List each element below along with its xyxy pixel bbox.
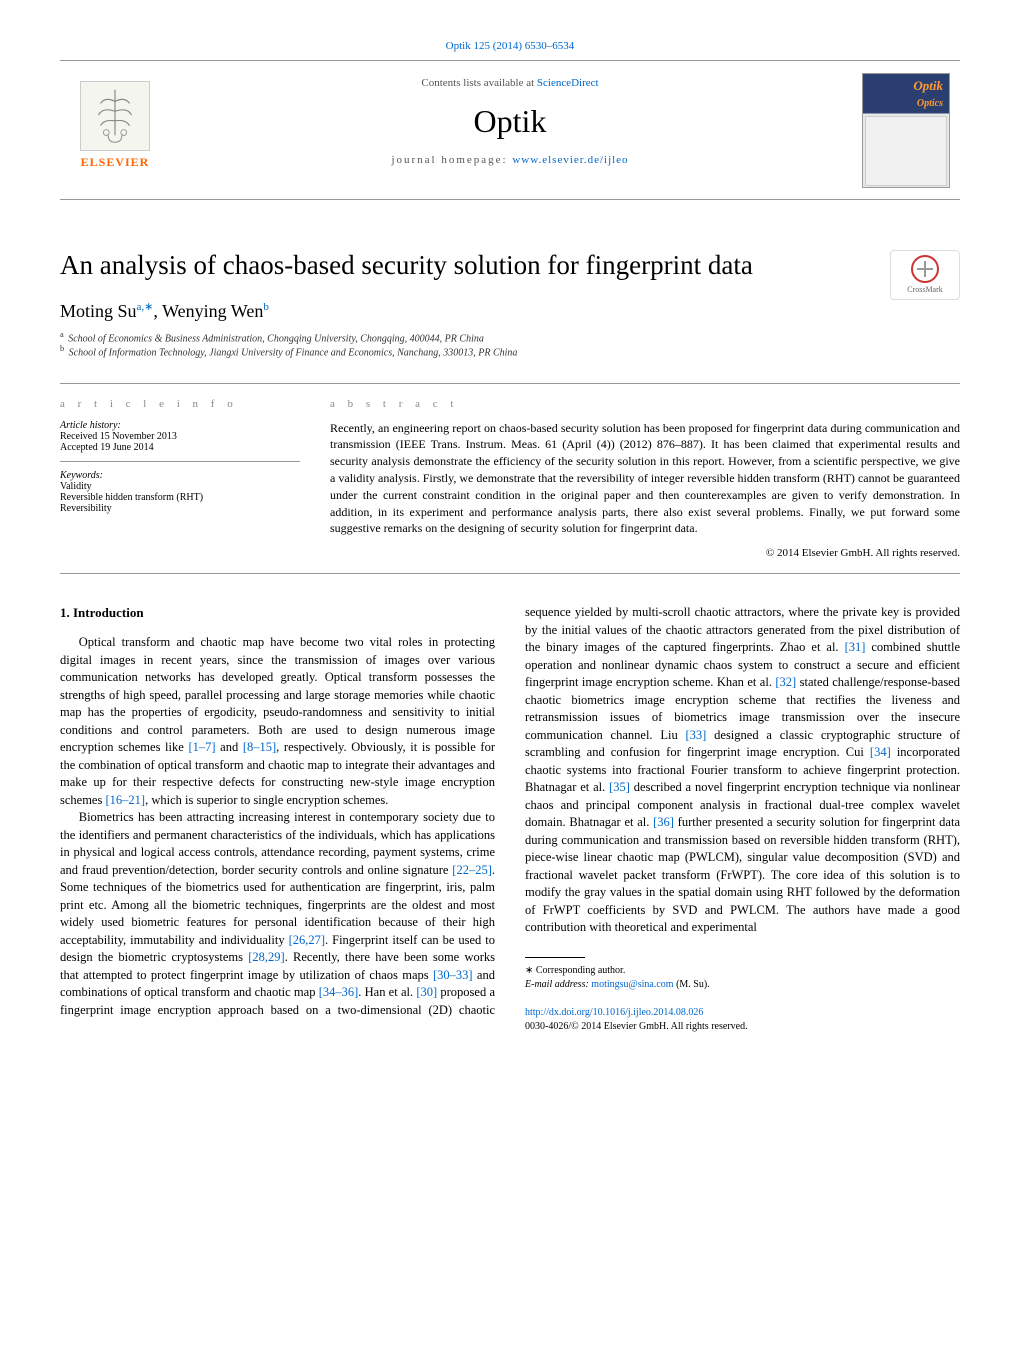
article-info-column: a r t i c l e i n f o Article history: R… bbox=[60, 384, 300, 574]
crossmark-badge[interactable]: CrossMark bbox=[890, 250, 960, 300]
cover-body-placeholder bbox=[865, 116, 947, 186]
ref-link-1-7[interactable]: [1–7] bbox=[188, 740, 215, 754]
ref-link-28-29[interactable]: [28,29] bbox=[248, 950, 284, 964]
author-email-link[interactable]: motingsu@sina.com bbox=[591, 979, 673, 990]
journal-header: ELSEVIER Optik Optics Contents lists ava… bbox=[60, 60, 960, 200]
author-1-affil: a,∗ bbox=[137, 301, 154, 313]
contents-line: Contents lists available at ScienceDirec… bbox=[60, 77, 960, 89]
author-2: Wenying Wen bbox=[162, 301, 263, 321]
crossmark-label: CrossMark bbox=[907, 285, 943, 294]
top-citation: Optik 125 (2014) 6530–6534 bbox=[60, 40, 960, 52]
keyword-2: Reversible hidden transform (RHT) bbox=[60, 492, 300, 503]
cover-title: Optik Optics bbox=[863, 74, 949, 114]
keyword-3: Reversibility bbox=[60, 503, 300, 514]
issn-copyright: 0030-4026/© 2014 Elsevier GmbH. All righ… bbox=[525, 1021, 748, 1032]
ref-link-36[interactable]: [36] bbox=[653, 815, 674, 829]
journal-homepage-link[interactable]: www.elsevier.de/ijleo bbox=[512, 154, 628, 166]
footnote-separator bbox=[525, 957, 585, 958]
ref-link-26-27[interactable]: [26,27] bbox=[289, 933, 325, 947]
ref-link-33[interactable]: [33] bbox=[686, 728, 707, 742]
abstract-column: a b s t r a c t Recently, an engineering… bbox=[330, 384, 960, 574]
journal-cover-thumbnail: Optik Optics bbox=[862, 73, 950, 188]
sciencedirect-link[interactable]: ScienceDirect bbox=[537, 77, 599, 89]
email-line: E-mail address: motingsu@sina.com (M. Su… bbox=[525, 978, 960, 992]
elsevier-logo: ELSEVIER bbox=[70, 81, 160, 181]
affiliation-b: School of Information Technology, Jiangx… bbox=[69, 348, 518, 359]
abstract-text: Recently, an engineering report on chaos… bbox=[330, 420, 960, 538]
section-1-heading: 1. Introduction bbox=[60, 604, 495, 622]
ref-link-16-21[interactable]: [16–21] bbox=[105, 793, 145, 807]
affiliations: a School of Economics & Business Adminis… bbox=[60, 330, 960, 359]
elsevier-wordmark: ELSEVIER bbox=[70, 155, 160, 170]
ref-link-22-25[interactable]: [22–25] bbox=[452, 863, 492, 877]
affiliation-a: School of Economics & Business Administr… bbox=[68, 333, 484, 344]
crossmark-icon bbox=[911, 255, 939, 283]
abstract-copyright: © 2014 Elsevier GmbH. All rights reserve… bbox=[330, 547, 960, 559]
author-1: Moting Su bbox=[60, 301, 137, 321]
elsevier-tree-icon bbox=[80, 81, 150, 151]
ref-link-32[interactable]: [32] bbox=[775, 675, 796, 689]
article-footer-info: http://dx.doi.org/10.1016/j.ijleo.2014.0… bbox=[525, 1006, 960, 1034]
ref-link-8-15[interactable]: [8–15] bbox=[243, 740, 276, 754]
ref-link-34[interactable]: [34] bbox=[870, 745, 891, 759]
corresponding-author-note: ∗ Corresponding author. bbox=[525, 964, 960, 978]
article-title: An analysis of chaos-based security solu… bbox=[60, 250, 890, 281]
footnotes: ∗ Corresponding author. E-mail address: … bbox=[525, 964, 960, 992]
doi-link[interactable]: http://dx.doi.org/10.1016/j.ijleo.2014.0… bbox=[525, 1007, 703, 1018]
accepted-date: Accepted 19 June 2014 bbox=[60, 442, 300, 453]
homepage-line: journal homepage: www.elsevier.de/ijleo bbox=[60, 154, 960, 166]
keywords-heading: Keywords: bbox=[60, 470, 300, 481]
ref-link-30-33[interactable]: [30–33] bbox=[433, 968, 473, 982]
journal-name: Optik bbox=[60, 103, 960, 140]
ref-link-30[interactable]: [30] bbox=[416, 985, 437, 999]
ref-link-34-36[interactable]: [34–36] bbox=[319, 985, 359, 999]
authors-line: Moting Sua,∗, Wenying Wenb bbox=[60, 300, 960, 322]
history-heading: Article history: bbox=[60, 420, 300, 431]
ref-link-31[interactable]: [31] bbox=[845, 640, 866, 654]
author-2-affil: b bbox=[263, 301, 269, 313]
ref-link-35[interactable]: [35] bbox=[609, 780, 630, 794]
paragraph-1: Optical transform and chaotic map have b… bbox=[60, 634, 495, 809]
received-date: Received 15 November 2013 bbox=[60, 431, 300, 442]
keyword-1: Validity bbox=[60, 481, 300, 492]
article-info-label: a r t i c l e i n f o bbox=[60, 398, 300, 410]
top-citation-link[interactable]: Optik 125 (2014) 6530–6534 bbox=[446, 40, 575, 52]
abstract-label: a b s t r a c t bbox=[330, 398, 960, 410]
body-text: 1. Introduction Optical transform and ch… bbox=[60, 604, 960, 1034]
